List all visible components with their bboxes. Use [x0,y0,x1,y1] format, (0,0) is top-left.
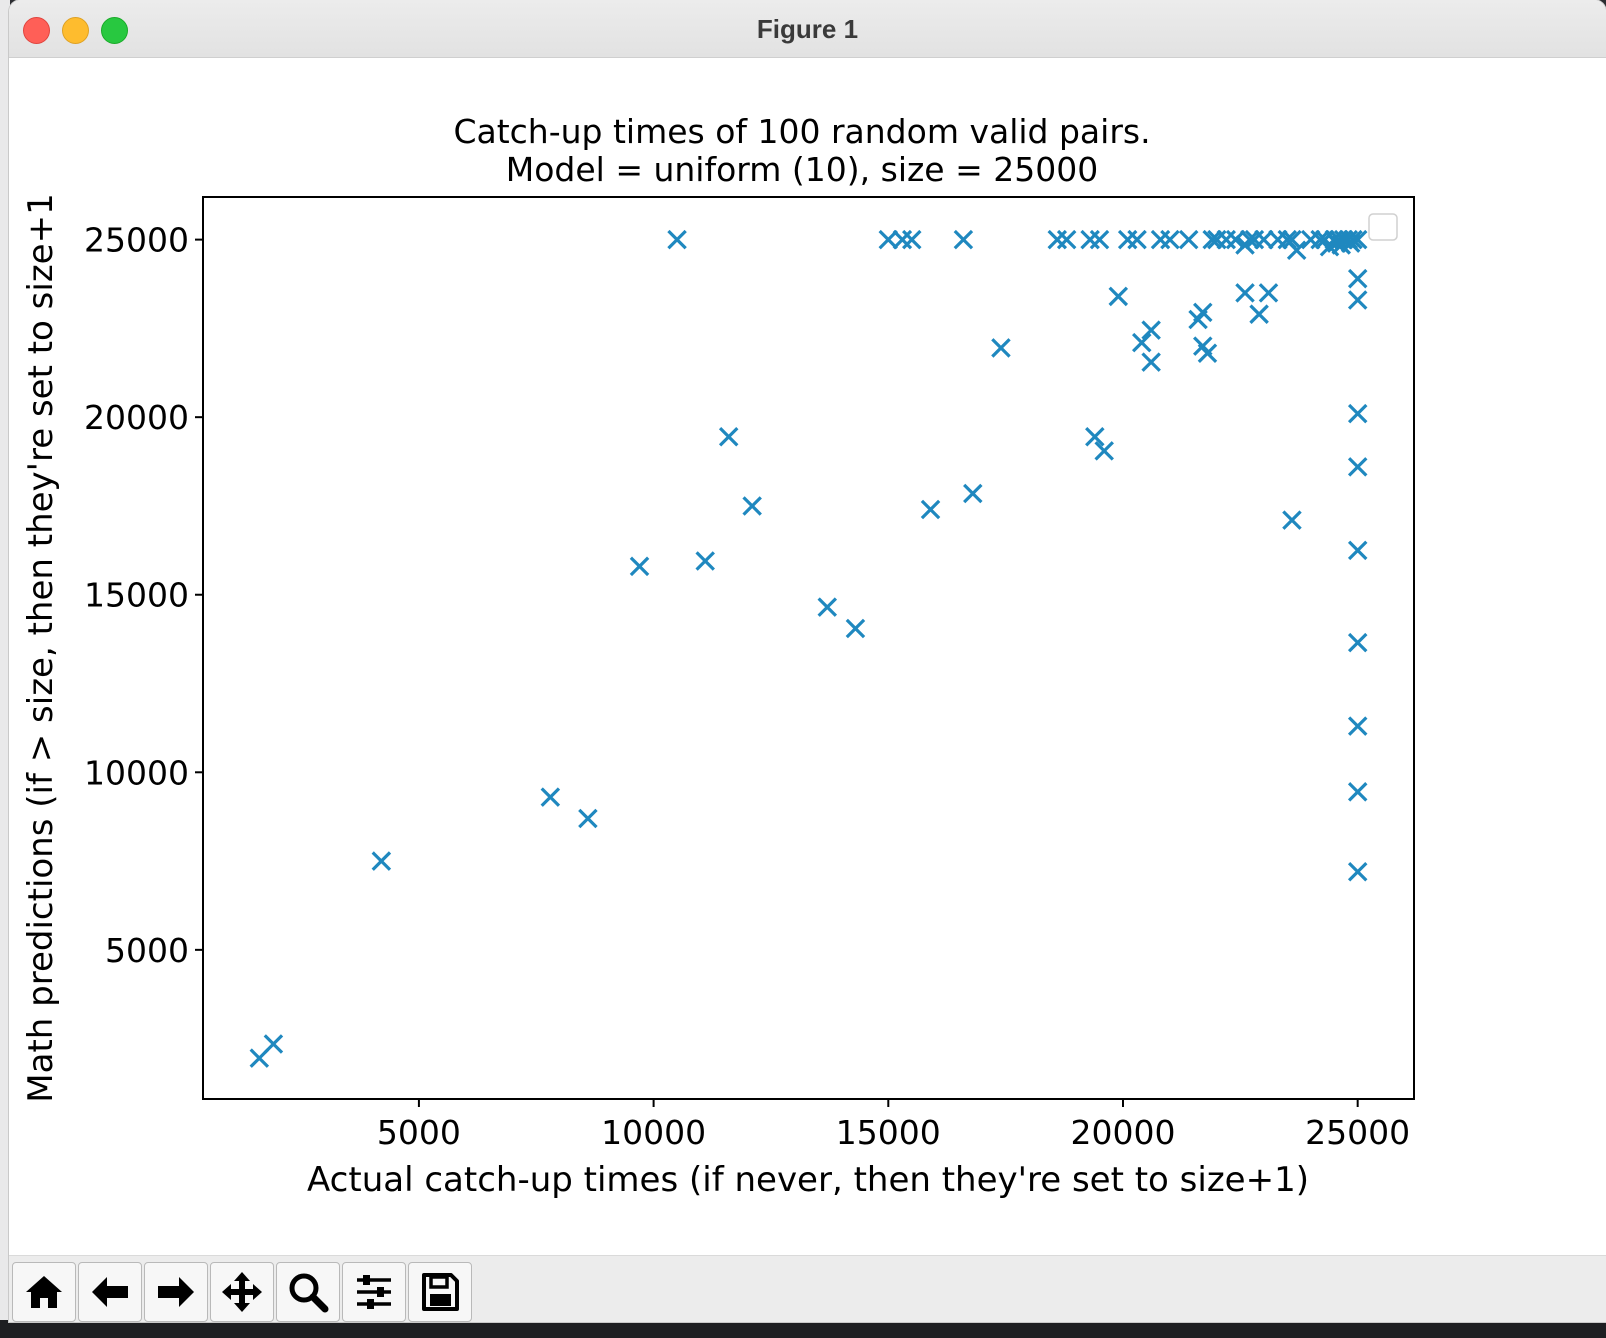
magnifier-icon [289,1273,329,1313]
data-point-marker [1347,716,1368,736]
data-point-marker [718,426,739,447]
y-tick-label: 20000 [84,398,189,437]
data-points [249,229,1368,1068]
data-point-marker [1282,229,1302,250]
data-point-marker [1347,861,1368,882]
floppy-disk-icon [422,1273,459,1311]
legend-box [1368,213,1398,241]
figure-window: Figure 1 Catch-up times of 100 random va… [9,0,1606,1322]
data-point-marker [1347,632,1368,653]
data-point-marker [1094,441,1114,461]
data-point-marker [953,229,974,250]
navigation-toolbar [9,1255,1606,1322]
data-point-marker [845,618,866,639]
data-point-marker [1235,283,1255,303]
data-point-marker [667,229,687,250]
zoom-button[interactable] [276,1262,340,1322]
home-button[interactable] [12,1262,76,1322]
x-tick-label: 25000 [1305,1113,1410,1152]
pan-button[interactable] [210,1262,274,1322]
y-axis-label: Math predictions (if > size, then they'r… [21,193,61,1102]
data-point-marker [1085,426,1105,447]
data-point-marker [920,499,941,520]
data-point-marker [629,556,650,577]
chart-title: Catch-up times of 100 random valid pairs… [453,112,1150,151]
data-point-marker [1178,229,1199,250]
y-tick-label: 5000 [105,931,189,970]
move-icon [222,1272,262,1312]
data-point-marker [695,551,715,571]
data-point-marker [1239,229,1260,250]
x-tick-label: 20000 [1070,1113,1175,1152]
chart-subtitle: Model = uniform (10), size = 25000 [506,150,1098,189]
data-point-marker [1286,240,1307,261]
plot-frame [202,196,1415,1100]
data-point-marker [371,851,392,871]
y-tick-label: 15000 [84,576,189,615]
background-desktop-strip [0,1320,1606,1338]
data-point-marker [742,496,762,516]
data-point-marker [1347,290,1368,310]
data-point-marker [540,787,561,807]
scatter-plot: Catch-up times of 100 random valid pairs… [21,112,1415,1200]
data-point-marker [963,483,983,504]
data-point-marker [1141,352,1161,372]
data-point-marker [1056,229,1077,250]
arrow-left-icon [92,1277,128,1307]
home-icon [26,1276,62,1308]
data-point-marker [1108,286,1129,307]
data-point-marker [578,808,598,829]
data-point-marker [1347,782,1368,802]
background-window-edge [0,0,10,1338]
data-point-marker [1282,510,1302,530]
arrow-right-icon [158,1277,194,1307]
data-point-marker [1127,229,1147,250]
x-axis-label: Actual catch-up times (if never, then th… [307,1160,1309,1200]
data-point-marker [249,1048,270,1068]
data-point-marker [1258,283,1279,303]
data-point-marker [1089,229,1110,250]
data-point-marker [902,229,922,250]
data-point-marker [1160,229,1180,250]
y-tick-label: 25000 [84,221,189,260]
data-point-marker [1141,320,1161,340]
data-point-marker [1254,229,1274,250]
minimize-window-button[interactable] [62,17,89,44]
x-axis-ticks: 5000 10000 15000 20000 25000 [377,1099,1410,1152]
maximize-window-button[interactable] [101,17,128,44]
x-tick-label: 5000 [377,1113,461,1152]
save-button[interactable] [408,1262,472,1322]
data-point-marker [817,597,838,617]
data-point-marker [1225,229,1246,250]
data-point-marker [1310,229,1330,250]
sliders-icon [357,1275,391,1309]
data-point-marker [263,1034,284,1054]
figure-canvas[interactable]: Catch-up times of 100 random valid pairs… [9,58,1606,1255]
data-point-marker [1343,229,1363,250]
window-title: Figure 1 [756,14,859,44]
data-point-marker [1347,457,1368,477]
data-point-marker [1347,403,1368,424]
data-point-marker [991,338,1011,358]
data-point-marker [878,229,899,250]
y-axis-ticks: 5000 10000 15000 20000 25000 [84,221,203,970]
data-point-marker [1249,304,1269,324]
data-point-marker [1347,540,1368,561]
data-point-marker [1347,229,1368,250]
data-point-marker [1193,302,1213,323]
x-tick-label: 15000 [836,1113,941,1152]
data-point-marker [1202,229,1222,250]
data-point-marker [1131,332,1152,353]
close-window-button[interactable] [23,17,50,44]
data-point-marker [1197,343,1218,364]
forward-button[interactable] [144,1262,208,1322]
y-tick-label: 10000 [84,753,189,792]
title-bar[interactable]: Figure 1 [9,0,1606,58]
configure-subplots-button[interactable] [342,1262,406,1322]
data-point-marker [1347,268,1368,289]
back-button[interactable] [78,1262,142,1322]
x-tick-label: 10000 [601,1113,706,1152]
